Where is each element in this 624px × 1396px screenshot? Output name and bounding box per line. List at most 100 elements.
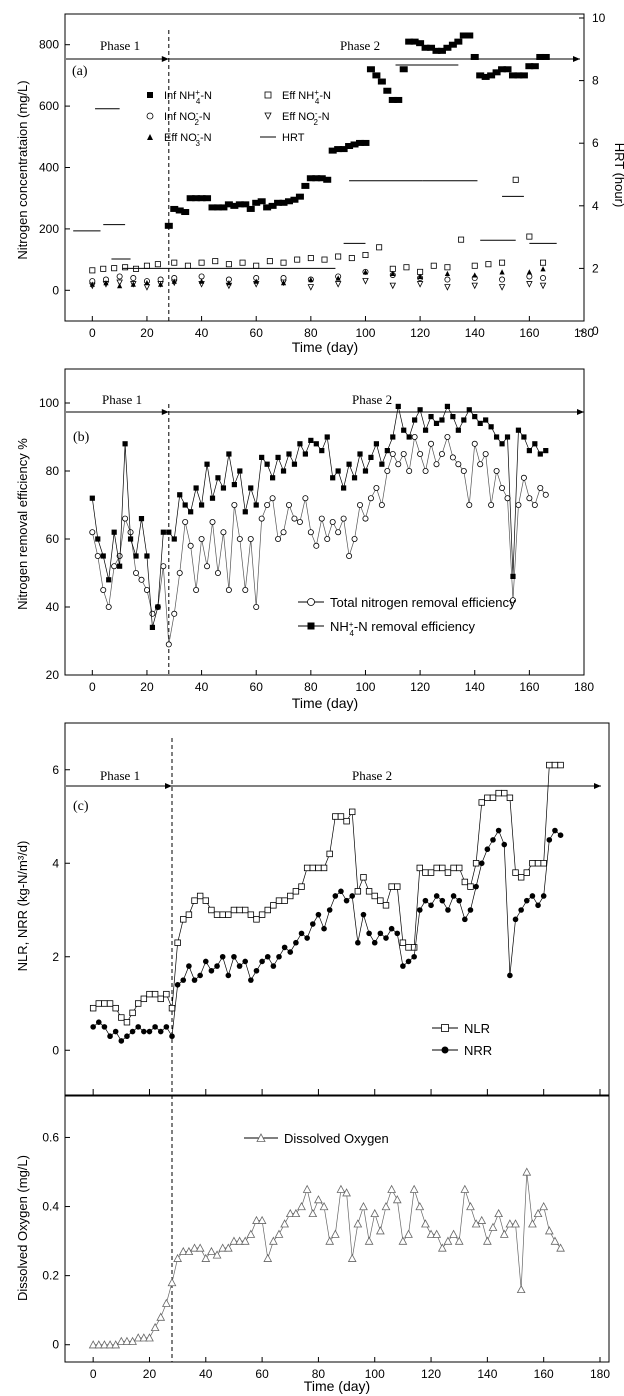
data-point	[444, 403, 451, 409]
data-point	[242, 906, 249, 914]
data-point	[381, 1201, 391, 1211]
y-tick-label: 100	[39, 396, 59, 410]
data-point	[478, 860, 485, 867]
panel-label: (b)	[73, 430, 90, 445]
data-point	[165, 641, 172, 648]
data-point	[444, 434, 451, 441]
data-point	[368, 454, 374, 460]
phase1-label: Phase 1	[100, 768, 140, 783]
data-point	[308, 437, 314, 443]
data-point	[490, 837, 496, 843]
phase2-arrowhead	[573, 56, 580, 62]
data-point	[439, 897, 446, 904]
data-point	[428, 440, 435, 447]
data-point	[411, 953, 417, 960]
data-point	[180, 977, 187, 983]
data-point	[532, 441, 538, 447]
data-point	[371, 892, 378, 900]
data-point	[198, 259, 205, 266]
data-point	[512, 916, 519, 923]
data-point	[208, 906, 215, 914]
data-point	[350, 141, 359, 148]
data-point	[89, 495, 95, 501]
data-point	[535, 902, 541, 909]
data-point	[321, 256, 328, 263]
x-tick-label: 20	[140, 326, 154, 340]
data-point	[443, 1236, 453, 1245]
data-point	[302, 495, 309, 502]
data-point	[236, 963, 243, 969]
data-point	[417, 451, 424, 458]
data-point	[335, 253, 342, 260]
y2-tick-label: 2	[592, 261, 599, 275]
data-point	[246, 1229, 256, 1238]
data-point	[335, 468, 341, 474]
data-point	[264, 953, 271, 960]
data-point	[536, 53, 545, 60]
x-tick-label: 160	[534, 1367, 554, 1381]
data-point	[328, 147, 337, 154]
data-point	[362, 278, 369, 285]
data-point	[512, 869, 519, 876]
data-point	[307, 284, 315, 291]
data-point	[145, 1333, 154, 1342]
data-point	[214, 963, 220, 969]
data-point	[357, 451, 363, 457]
data-point	[198, 535, 205, 542]
data-point	[359, 1201, 368, 1211]
data-point	[319, 448, 325, 454]
data-point	[398, 1236, 408, 1245]
data-point	[539, 282, 547, 290]
data-point	[534, 860, 542, 867]
y-d-tick-label: 0.4	[42, 1200, 59, 1214]
data-point	[279, 199, 288, 206]
data-point	[101, 1024, 108, 1030]
data-point	[307, 255, 314, 262]
x-tick-label: 180	[574, 326, 594, 340]
data-point	[470, 53, 479, 60]
data-point	[542, 491, 549, 498]
data-point	[551, 761, 559, 769]
x-tick-label: 180	[590, 1367, 610, 1381]
y-c-tick-label: 4	[52, 856, 59, 870]
data-point	[454, 1236, 464, 1245]
series-line	[91, 435, 547, 645]
data-point	[308, 1208, 318, 1218]
data-point	[335, 275, 341, 281]
data-point	[466, 1201, 475, 1211]
data-point	[439, 417, 445, 423]
legend-label: NH+ 4-N removal efficiency	[330, 619, 476, 638]
data-point	[285, 1208, 295, 1218]
data-point	[178, 1246, 188, 1256]
y-axis-label-c: NLR, NRR (kg-N/m³/d)	[15, 841, 30, 972]
data-point	[540, 893, 547, 899]
data-point	[312, 175, 321, 182]
y2-tick-label: 10	[592, 11, 606, 25]
data-point	[89, 281, 95, 287]
data-point	[541, 53, 550, 60]
data-point	[437, 47, 446, 54]
data-point	[253, 278, 259, 284]
data-point	[455, 427, 461, 433]
data-point	[478, 799, 485, 806]
data-point	[394, 96, 403, 103]
data-point	[515, 427, 522, 433]
data-point	[107, 1033, 113, 1040]
data-point	[118, 1014, 125, 1021]
data-point	[465, 32, 474, 39]
data-point	[313, 542, 320, 549]
data-point	[219, 911, 226, 918]
data-point	[504, 434, 511, 440]
data-point	[174, 939, 181, 946]
data-point	[309, 864, 316, 872]
data-point	[373, 441, 379, 447]
y-tick-label: 400	[39, 161, 59, 175]
data-point	[100, 265, 107, 272]
data-point	[248, 977, 254, 983]
data-point	[230, 202, 239, 209]
data-point	[167, 1277, 177, 1287]
data-point	[399, 939, 407, 946]
phase1-label: Phase 1	[102, 392, 142, 407]
phase2-label: Phase 2	[340, 38, 380, 53]
x-axis-label: Time (day)	[292, 695, 358, 711]
